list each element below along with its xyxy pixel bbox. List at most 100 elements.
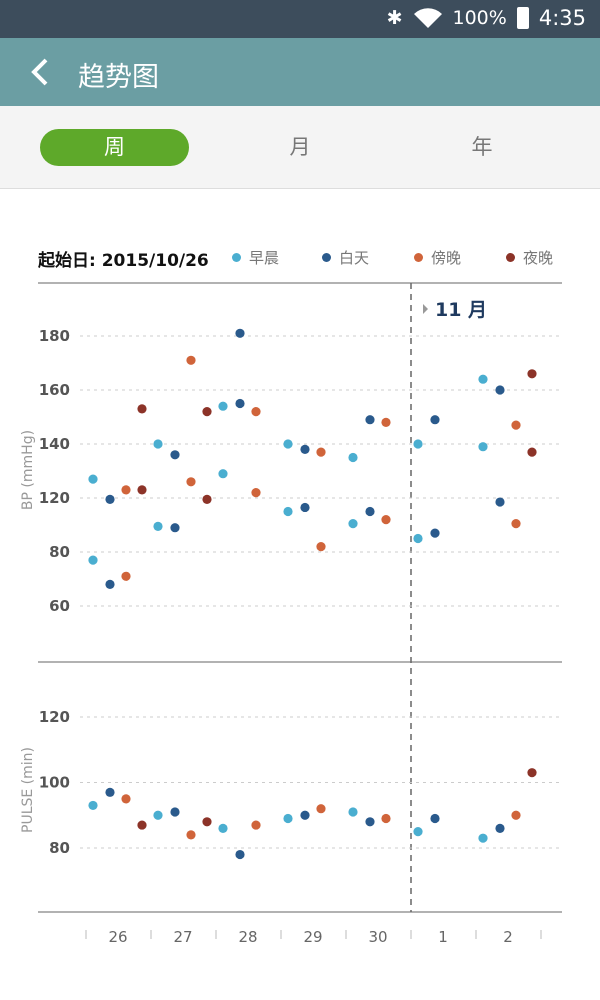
bp-point bbox=[137, 404, 147, 414]
wifi-icon bbox=[413, 8, 442, 28]
pulse-tick-label: 100 bbox=[39, 774, 70, 792]
bp-point bbox=[251, 488, 261, 498]
chart-legend: 起始日: 2015/10/26 早晨 白天 傍晚 夜晚 bbox=[38, 246, 568, 271]
chevron-left-icon bbox=[31, 58, 48, 86]
pulse-point bbox=[511, 810, 521, 820]
bp-point bbox=[186, 355, 196, 365]
legend-label: 早晨 bbox=[249, 249, 280, 267]
start-date: 起始日: 2015/10/26 bbox=[38, 251, 209, 271]
pulse-point bbox=[316, 804, 326, 814]
bp-point bbox=[495, 385, 505, 395]
pulse-point bbox=[137, 820, 147, 830]
back-button[interactable] bbox=[22, 52, 62, 92]
bp-point bbox=[235, 328, 245, 338]
bp-point bbox=[153, 521, 163, 531]
pulse-point bbox=[413, 827, 423, 837]
pulse-tick-label: 120 bbox=[39, 708, 70, 726]
battery-percent: 100% bbox=[452, 7, 507, 29]
pulse-point bbox=[186, 830, 196, 840]
bp-point bbox=[137, 485, 147, 495]
bp-point bbox=[316, 447, 326, 457]
bp-point bbox=[511, 420, 521, 430]
tab-month[interactable]: 月 bbox=[289, 135, 311, 159]
pulse-point bbox=[105, 787, 115, 797]
bp-point bbox=[218, 401, 228, 411]
bp-point bbox=[153, 439, 163, 449]
bluetooth-icon: ✱ bbox=[386, 7, 403, 29]
bp-tick-label: 180 bbox=[39, 327, 70, 345]
pulse-point bbox=[121, 794, 131, 804]
pulse-point bbox=[202, 817, 212, 827]
bp-point bbox=[381, 515, 391, 525]
battery-icon bbox=[516, 7, 529, 29]
bp-point bbox=[170, 523, 180, 533]
pulse-point bbox=[430, 813, 440, 824]
bp-point bbox=[186, 477, 196, 487]
legend-dot bbox=[414, 253, 423, 262]
bp-tick-label: 60 bbox=[49, 597, 70, 615]
bp-point bbox=[478, 374, 488, 384]
legend-dot bbox=[232, 253, 241, 262]
bp-point bbox=[105, 494, 115, 504]
bp-point bbox=[300, 502, 310, 513]
x-tick-label: 1 bbox=[438, 928, 448, 946]
pulse-point bbox=[218, 823, 228, 833]
x-tick-label: 30 bbox=[368, 928, 387, 946]
bp-point bbox=[413, 439, 423, 449]
bp-point bbox=[202, 494, 212, 504]
bp-point bbox=[105, 579, 115, 590]
bp-point bbox=[300, 444, 310, 454]
bp-tick-label: 80 bbox=[49, 543, 70, 561]
pulse-point bbox=[300, 810, 310, 820]
pulse-point bbox=[153, 810, 163, 820]
x-tick-label: 27 bbox=[173, 928, 192, 946]
bp-point bbox=[430, 528, 440, 538]
x-tick-label: 29 bbox=[303, 928, 322, 946]
bp-tick-label: 140 bbox=[39, 435, 70, 453]
pulse-point bbox=[348, 807, 358, 817]
bp-point bbox=[413, 533, 423, 544]
pulse-point bbox=[365, 817, 375, 827]
bp-point bbox=[381, 417, 391, 427]
status-bar: ✱ 100% 4:35 bbox=[0, 0, 600, 38]
bp-point bbox=[478, 442, 488, 452]
tab-year[interactable]: 年 bbox=[471, 135, 493, 159]
page-title: 趋势图 bbox=[78, 62, 159, 93]
x-tick-label: 26 bbox=[108, 928, 127, 946]
x-tick-label: 2 bbox=[503, 928, 513, 946]
x-tick-label: 28 bbox=[238, 928, 257, 946]
bp-tick-label: 120 bbox=[39, 489, 70, 507]
pulse-point bbox=[381, 813, 391, 824]
month-marker: 11 月 bbox=[435, 299, 487, 321]
bp-point bbox=[235, 398, 245, 409]
bp-point bbox=[527, 447, 537, 457]
bp-point bbox=[88, 555, 98, 565]
legend-dot bbox=[322, 253, 331, 262]
legend-item-evening: 傍晚 bbox=[414, 247, 461, 268]
legend-item-daytime: 白天 bbox=[322, 247, 369, 268]
pulse-point bbox=[478, 833, 488, 843]
pulse-point bbox=[170, 807, 180, 817]
bp-point bbox=[430, 415, 440, 425]
pulse-point bbox=[527, 768, 537, 778]
bp-point bbox=[88, 474, 98, 484]
bp-point bbox=[283, 439, 293, 449]
bp-point bbox=[251, 407, 261, 417]
bp-point bbox=[365, 415, 375, 425]
bp-point bbox=[527, 369, 537, 379]
pulse-point bbox=[88, 800, 98, 811]
pulse-point bbox=[251, 820, 261, 830]
pulse-point bbox=[235, 849, 245, 860]
app-bar: 趋势图 bbox=[0, 38, 600, 106]
bp-tick-label: 160 bbox=[39, 381, 70, 399]
bp-point bbox=[121, 485, 131, 495]
bp-point bbox=[316, 542, 326, 552]
bp-point bbox=[348, 452, 358, 463]
bp-point bbox=[348, 519, 358, 529]
legend-label: 傍晚 bbox=[431, 249, 462, 267]
legend-label: 白天 bbox=[339, 249, 370, 267]
pulse-point bbox=[283, 813, 293, 824]
tab-week[interactable]: 周 bbox=[40, 129, 189, 166]
bp-point bbox=[121, 571, 131, 581]
